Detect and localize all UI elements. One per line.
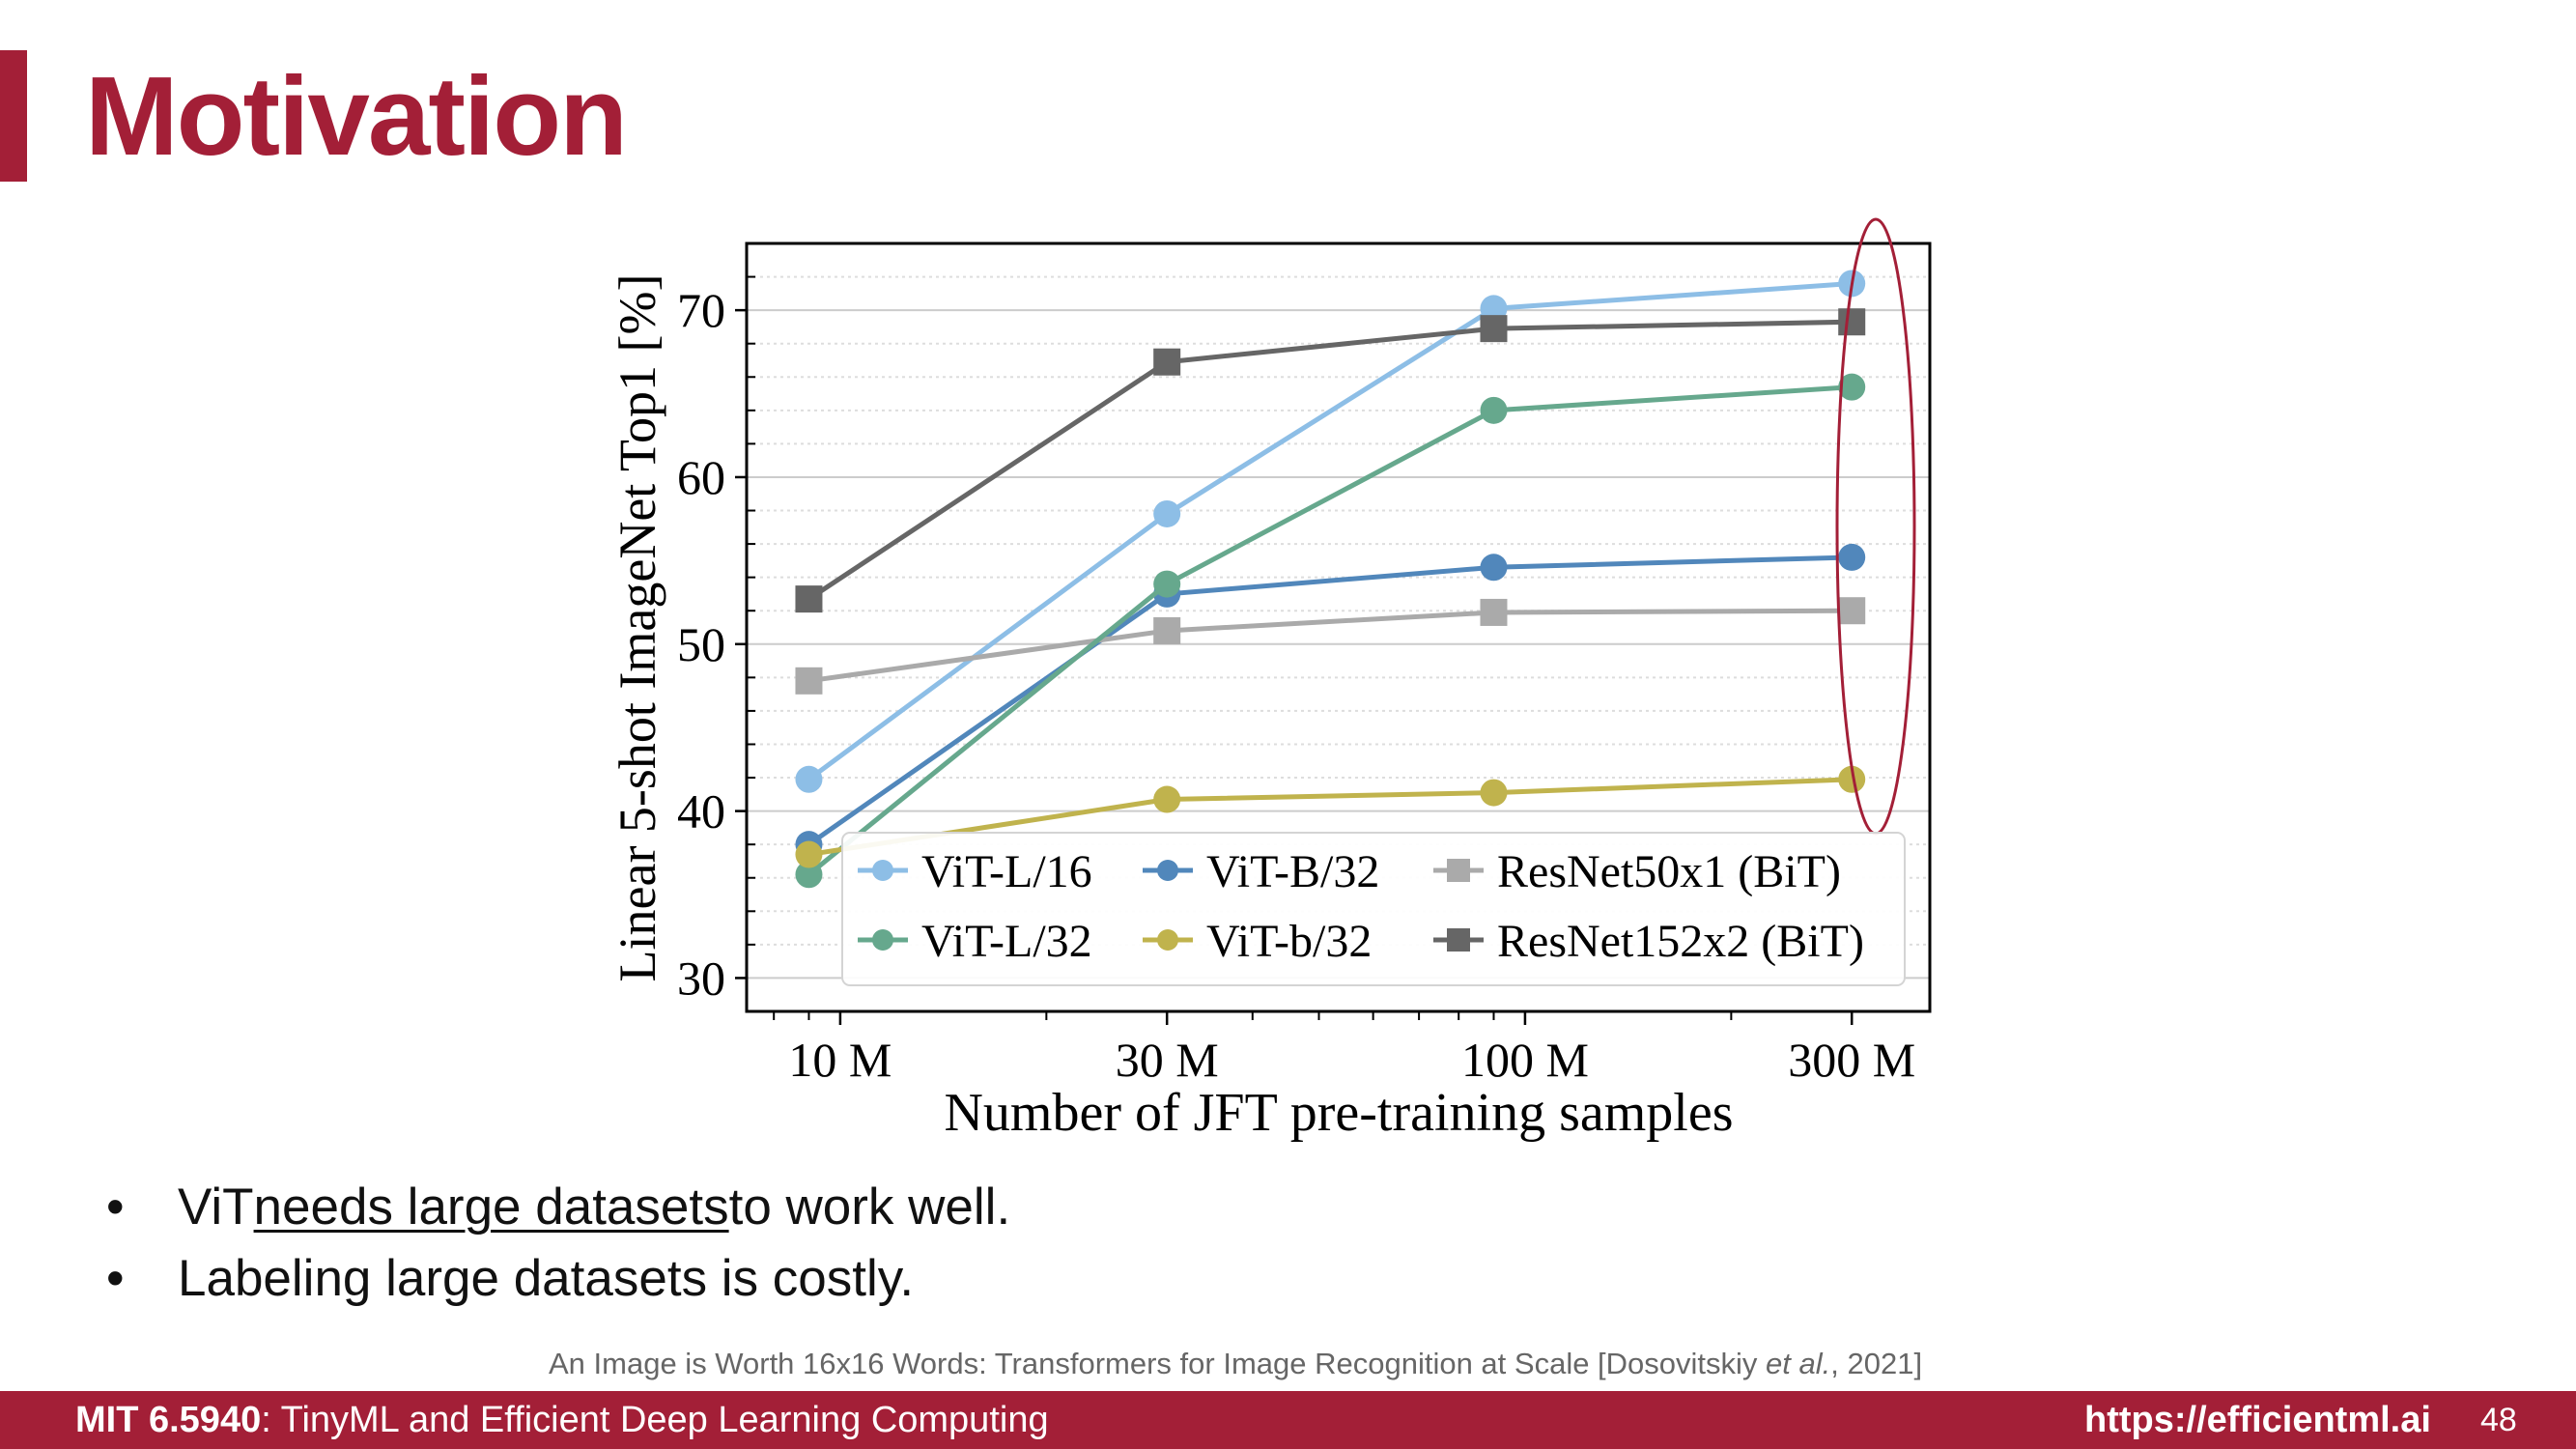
data-point (1480, 315, 1508, 343)
legend-swatch-marker (872, 860, 893, 881)
y-tick-label: 30 (677, 951, 725, 1005)
bullet-list: • ViT needs large datasets to work well.… (106, 1172, 1010, 1315)
x-tick-label: 10 M (788, 1033, 892, 1087)
data-point (1480, 779, 1508, 807)
bullet-item: • ViT needs large datasets to work well. (106, 1172, 1010, 1243)
bullet-text-1a: ViT (178, 1179, 254, 1236)
legend-label: ViT-b/32 (1206, 916, 1372, 967)
data-point (1838, 373, 1866, 401)
x-tick-label: 30 M (1116, 1033, 1219, 1087)
legend-swatch-marker (1157, 929, 1178, 951)
highlight-ellipse (1835, 217, 1916, 836)
bullet-text-1b: to work well. (728, 1179, 1011, 1236)
bullet-dot: • (106, 1250, 125, 1307)
citation-text: An Image is Worth 16x16 Words: Transform… (549, 1347, 1767, 1380)
data-point (1480, 396, 1508, 424)
data-point (1480, 554, 1508, 582)
page-number: 48 (2480, 1402, 2517, 1438)
citation: An Image is Worth 16x16 Words: Transform… (549, 1347, 1922, 1381)
legend-swatch-marker (1447, 928, 1470, 952)
legend-label: ResNet152x2 (BiT) (1497, 916, 1864, 967)
chart-legend: ViT-L/16 ViT-B/32 ResNet50x1 (BiT) ViT-L/32… (841, 832, 1906, 986)
legend-swatch-marker (872, 929, 893, 951)
data-point (1153, 499, 1181, 527)
legend-label: ViT-L/32 (921, 916, 1092, 967)
data-point (1480, 598, 1508, 626)
bullet-item: • Labeling large datasets is costly. (106, 1243, 1010, 1315)
data-point (1838, 765, 1866, 793)
course-name: : TinyML and Efficient Deep Learning Com… (261, 1400, 1049, 1440)
citation-tail: , 2021] (1830, 1347, 1923, 1380)
x-axis-label: Number of JFT pre-training samples (944, 1083, 1733, 1143)
bullet-underlined-text: needs large datasets (253, 1179, 729, 1236)
series-line (807, 554, 1853, 847)
data-point (1838, 308, 1866, 336)
y-tick-label: 70 (677, 283, 725, 337)
bullet-text-2: Labeling large datasets is costly. (178, 1250, 915, 1307)
legend-label: ResNet50x1 (BiT) (1497, 846, 1841, 897)
y-tick-label: 50 (677, 617, 725, 671)
data-point (1153, 570, 1181, 598)
slide-title: Motivation (85, 53, 628, 179)
data-point (795, 585, 823, 613)
data-point (1153, 785, 1181, 813)
course-code: MIT 6.5940 (75, 1400, 262, 1440)
chart-axes: 30 40 50 60 70 10 M 30 M 100 M 300 M (677, 242, 1915, 1087)
legend-swatch-marker (1157, 860, 1178, 881)
chart-series (795, 270, 1866, 889)
y-tick-label: 60 (677, 450, 725, 504)
series-line (807, 384, 1853, 877)
data-point (1838, 543, 1866, 571)
bullet-dot: • (106, 1179, 125, 1236)
data-point (1153, 616, 1181, 644)
title-accent-bar (0, 50, 27, 182)
data-point (1153, 348, 1181, 376)
series-line (807, 280, 1853, 781)
data-point (795, 667, 823, 695)
plot-frame (745, 242, 1932, 1013)
footer-course: MIT 6.5940: TinyML and Efficient Deep Le… (75, 1391, 1049, 1449)
x-tick-label: 100 M (1461, 1033, 1589, 1087)
y-axis-label: Linear 5-shot ImageNet Top1 [%] (609, 274, 666, 982)
series-line (808, 777, 1853, 858)
series-line (807, 319, 1853, 602)
legend-label: ViT-L/16 (921, 846, 1092, 897)
footer-url-link[interactable]: https://efficientml.ai (2084, 1400, 2431, 1440)
legend-label: ViT-B/32 (1206, 846, 1379, 897)
legend-box (841, 832, 1906, 986)
data-point (795, 765, 823, 793)
data-point (1838, 597, 1866, 625)
y-tick-label: 40 (677, 784, 725, 838)
data-point (795, 840, 823, 868)
footer-bar: MIT 6.5940: TinyML and Efficient Deep Le… (0, 1391, 2576, 1449)
x-tick-label: 300 M (1788, 1033, 1915, 1087)
legend-swatch-marker (1447, 859, 1470, 882)
data-point (795, 861, 823, 889)
citation-italic: et al. (1766, 1347, 1831, 1380)
series-line (808, 608, 1853, 684)
